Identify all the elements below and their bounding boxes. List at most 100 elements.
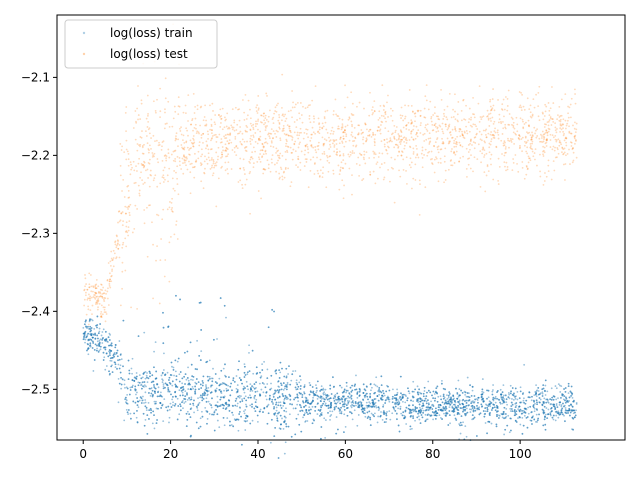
point-test	[453, 145, 456, 148]
point-test	[233, 129, 236, 132]
point-test	[385, 148, 387, 151]
point-train	[372, 402, 374, 405]
point-train	[145, 385, 147, 388]
point-train	[409, 415, 412, 418]
point-test	[143, 181, 146, 184]
point-test	[350, 112, 353, 115]
point-train	[494, 397, 496, 400]
point-train	[486, 397, 488, 400]
point-train	[379, 390, 382, 393]
point-test	[139, 176, 141, 179]
point-test	[211, 137, 213, 139]
point-test	[572, 159, 575, 162]
point-test	[554, 156, 557, 159]
point-train	[273, 413, 276, 416]
point-train	[395, 394, 398, 397]
point-train	[450, 396, 452, 399]
point-test	[430, 117, 433, 120]
point-test	[318, 132, 321, 135]
point-test	[143, 165, 146, 168]
point-test	[126, 206, 129, 209]
point-test	[117, 242, 119, 245]
point-test	[529, 145, 532, 147]
point-train	[336, 392, 339, 395]
point-train	[205, 385, 207, 388]
point-train	[513, 410, 516, 413]
point-train	[138, 381, 141, 384]
point-test	[473, 156, 476, 159]
point-test	[269, 109, 271, 112]
point-train	[135, 375, 138, 378]
point-test	[150, 137, 152, 139]
point-test	[423, 107, 426, 110]
point-test	[473, 136, 476, 139]
point-train	[242, 387, 245, 390]
point-test	[130, 306, 132, 309]
point-test	[269, 137, 271, 140]
point-train	[185, 378, 188, 381]
point-test	[428, 141, 431, 144]
point-test	[102, 306, 105, 309]
point-test	[312, 131, 315, 134]
point-test	[179, 130, 182, 132]
point-train	[263, 407, 266, 410]
point-test	[93, 294, 95, 296]
point-train	[174, 403, 177, 405]
point-test	[543, 115, 546, 117]
point-train	[443, 407, 446, 410]
point-train	[424, 413, 427, 416]
point-test	[191, 142, 194, 145]
point-train	[236, 402, 239, 405]
point-train	[206, 410, 209, 413]
point-train	[567, 409, 570, 412]
point-train	[476, 404, 478, 407]
point-test	[403, 141, 406, 143]
point-test	[271, 137, 274, 140]
point-test	[316, 145, 319, 148]
point-test	[193, 165, 196, 168]
point-test	[159, 116, 161, 119]
point-test	[461, 130, 463, 133]
point-test	[204, 167, 206, 170]
point-train	[194, 385, 197, 388]
point-test	[89, 299, 91, 302]
point-test	[552, 145, 555, 148]
point-train	[258, 382, 261, 385]
point-train	[430, 414, 433, 417]
point-train	[278, 377, 281, 379]
point-test	[342, 135, 345, 138]
point-test	[211, 129, 213, 132]
point-train	[93, 359, 96, 361]
point-test	[564, 137, 567, 140]
point-test	[434, 122, 437, 125]
point-train	[137, 384, 140, 387]
point-test	[525, 165, 528, 167]
point-train	[204, 388, 207, 391]
point-test	[456, 119, 459, 122]
point-train	[358, 404, 361, 407]
point-train	[151, 389, 154, 392]
point-train	[155, 370, 158, 373]
point-test	[489, 100, 491, 103]
point-train	[550, 398, 553, 401]
point-test	[498, 166, 501, 168]
point-train	[326, 394, 329, 396]
point-train	[347, 395, 350, 398]
point-train	[464, 400, 466, 402]
point-train	[371, 405, 374, 408]
point-test	[469, 167, 472, 170]
point-train	[481, 378, 484, 380]
point-test	[263, 119, 266, 122]
point-test	[534, 129, 537, 132]
point-test	[410, 119, 413, 122]
point-test	[291, 138, 294, 141]
point-test	[215, 141, 218, 143]
point-test	[336, 154, 339, 156]
point-test	[345, 135, 348, 138]
point-test	[293, 142, 296, 145]
point-train	[445, 407, 448, 410]
point-test	[400, 117, 402, 119]
point-train	[169, 382, 172, 385]
point-train	[382, 410, 385, 413]
point-test	[106, 279, 109, 282]
